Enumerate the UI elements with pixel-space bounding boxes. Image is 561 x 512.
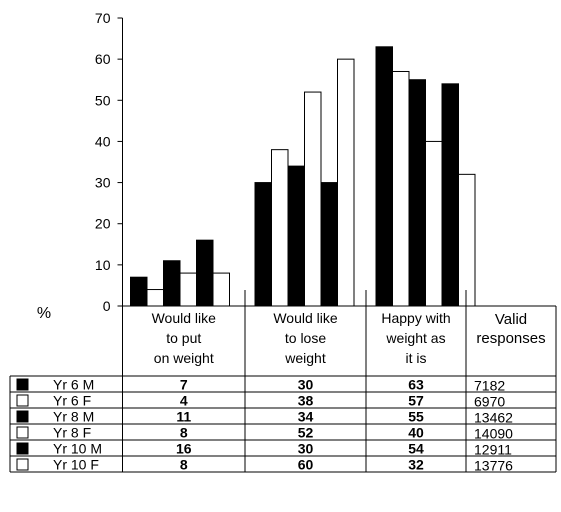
- bar: [458, 173, 476, 307]
- bar: [408, 79, 426, 307]
- legend-swatch: [16, 378, 29, 391]
- data-value: 54: [408, 441, 424, 457]
- data-value: 30: [298, 377, 314, 393]
- category-header-text: Would like: [152, 310, 217, 326]
- bar: [337, 58, 355, 307]
- data-value: 40: [408, 425, 424, 441]
- valid-count: 14090: [474, 426, 513, 442]
- valid-count: 13462: [474, 410, 513, 426]
- bar: [425, 140, 443, 307]
- y-tick-label: 20: [95, 216, 111, 232]
- data-value: 34: [298, 409, 314, 425]
- data-value: 32: [408, 457, 424, 473]
- data-value: 16: [176, 441, 192, 457]
- bar: [287, 165, 305, 307]
- data-value: 8: [180, 457, 188, 473]
- bar: [441, 83, 459, 307]
- series-name: Yr 8 F: [53, 425, 91, 441]
- legend-swatch: [16, 442, 29, 455]
- valid-count: 6970: [474, 394, 505, 410]
- series-name: Yr 6 M: [53, 377, 94, 393]
- legend-swatch: [16, 410, 29, 423]
- valid-responses-header: Valid: [495, 311, 527, 328]
- y-tick-label: 0: [103, 298, 111, 314]
- series-name: Yr 8 M: [53, 409, 94, 425]
- category-header-text: to lose: [285, 330, 326, 346]
- y-tick-label: 30: [95, 175, 111, 191]
- series-name: Yr 10 F: [53, 457, 99, 473]
- legend-swatch: [16, 426, 29, 439]
- legend-swatch: [16, 458, 29, 471]
- bar: [130, 276, 148, 307]
- bar: [375, 46, 393, 307]
- y-tick-label: 50: [95, 92, 111, 108]
- bar: [304, 91, 322, 307]
- category-header-text: to put: [166, 330, 201, 346]
- data-value: 63: [408, 377, 424, 393]
- legend-swatch: [16, 394, 29, 407]
- valid-responses-header: responses: [476, 330, 545, 347]
- series-name: Yr 10 M: [53, 441, 102, 457]
- bar: [320, 182, 338, 307]
- bar: [146, 289, 164, 307]
- valid-count: 7182: [474, 378, 505, 394]
- bar: [179, 272, 197, 307]
- category-header-text: on weight: [154, 350, 214, 366]
- y-tick-label: 70: [95, 10, 111, 26]
- bar: [271, 149, 289, 307]
- category-header-text: Happy with: [381, 310, 450, 326]
- data-value: 7: [180, 377, 188, 393]
- data-value: 4: [180, 393, 188, 409]
- bar: [163, 260, 181, 307]
- valid-count: 12911: [474, 442, 512, 458]
- bar: [254, 182, 272, 307]
- y-tick-label: 10: [95, 257, 111, 273]
- data-value: 52: [298, 425, 314, 441]
- y-axis-label: %: [37, 305, 51, 322]
- y-tick-label: 60: [95, 51, 111, 67]
- series-name: Yr 6 F: [53, 393, 91, 409]
- data-value: 30: [298, 441, 314, 457]
- data-value: 57: [408, 393, 424, 409]
- data-value: 60: [298, 457, 314, 473]
- y-tick-label: 40: [95, 133, 111, 149]
- data-value: 8: [180, 425, 188, 441]
- data-value: 55: [408, 409, 424, 425]
- bar: [196, 239, 214, 307]
- data-value: 11: [176, 409, 191, 425]
- bar: [392, 70, 410, 307]
- valid-count: 13776: [474, 458, 513, 474]
- category-header-text: it is: [406, 350, 427, 366]
- category-header-text: Would like: [273, 310, 338, 326]
- category-header-text: weight: [284, 350, 326, 366]
- bar: [212, 272, 230, 307]
- data-value: 38: [298, 393, 314, 409]
- category-header-text: weight as: [385, 330, 445, 346]
